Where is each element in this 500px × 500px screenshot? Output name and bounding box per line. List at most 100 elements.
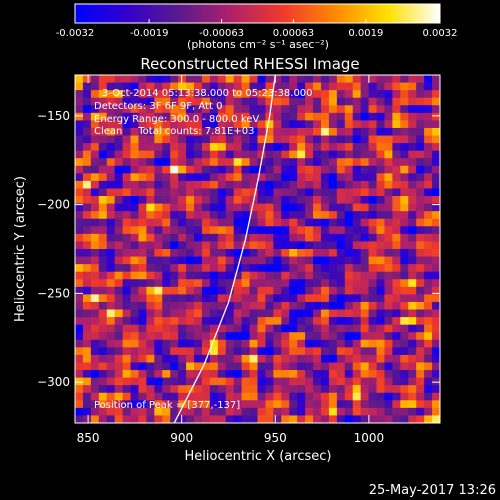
heatmap-cell xyxy=(297,135,306,144)
heatmap-cell xyxy=(241,158,251,167)
heatmap-cell xyxy=(305,362,314,371)
heatmap-cell xyxy=(138,211,147,220)
heatmap-cell xyxy=(217,82,227,91)
x-axis-label: Heliocentric X (arcsec) xyxy=(185,449,332,464)
heatmap-cell xyxy=(368,271,378,280)
heatmap-cell xyxy=(376,180,385,189)
heatmap-cell xyxy=(82,158,92,167)
heatmap-cell xyxy=(424,377,433,386)
heatmap-cell xyxy=(241,339,251,348)
heatmap-cell xyxy=(368,407,378,416)
heatmap-cell xyxy=(98,362,108,371)
heatmap-cell xyxy=(90,203,100,212)
heatmap-cell xyxy=(281,286,290,295)
heatmap-cell xyxy=(106,309,116,318)
heatmap-cell xyxy=(392,97,401,106)
heatmap-cell xyxy=(249,301,258,311)
heatmap-cell xyxy=(257,150,266,159)
heatmap-cell xyxy=(257,377,266,386)
heatmap-cell xyxy=(400,211,409,220)
heatmap-cell xyxy=(376,354,385,363)
annotation-time-range: 3-Oct-2014 05:13:38.000 to 05:23:38.000 xyxy=(102,88,313,99)
heatmap-cell xyxy=(400,203,409,212)
heatmap-cell xyxy=(217,150,227,159)
heatmap-cell xyxy=(336,127,346,137)
heatmap-cell xyxy=(241,286,251,295)
heatmap-cell xyxy=(106,385,116,394)
heatmap-cell xyxy=(170,324,179,333)
heatmap-cell xyxy=(122,203,132,212)
heatmap-cell xyxy=(376,135,385,144)
heatmap-cell xyxy=(122,309,132,318)
heatmap-cell xyxy=(194,415,203,423)
heatmap-cell xyxy=(241,385,251,394)
heatmap-cell xyxy=(217,105,227,114)
heatmap-cell xyxy=(217,347,227,356)
heatmap-cell xyxy=(384,90,393,99)
heatmap-cell xyxy=(265,392,274,401)
heatmap-cell xyxy=(320,354,330,363)
heatmap-cell xyxy=(209,112,219,121)
heatmap-cell xyxy=(162,226,171,235)
annotation-block: 3-Oct-2014 05:13:38.000 to 05:23:38.000 … xyxy=(94,88,313,137)
heatmap-cell xyxy=(313,165,322,174)
heatmap-cell xyxy=(289,324,298,333)
heatmap-cell xyxy=(336,211,346,220)
heatmap-cell xyxy=(416,332,425,341)
heatmap-cell xyxy=(122,158,132,167)
x-tick-label: 900 xyxy=(170,431,193,445)
heatmap-cell xyxy=(313,188,322,197)
heatmap-cell xyxy=(416,112,425,121)
heatmap-cell xyxy=(328,135,338,144)
heatmap-cell xyxy=(416,150,425,159)
heatmap-cell xyxy=(75,188,84,197)
heatmap-cell xyxy=(201,271,211,280)
heatmap-cell xyxy=(98,332,108,341)
heatmap-cell xyxy=(416,415,425,423)
heatmap-cell xyxy=(106,203,116,212)
heatmap-cell xyxy=(209,90,219,99)
heatmap-cell xyxy=(217,317,227,326)
heatmap-cell xyxy=(194,317,203,326)
heatmap-cell xyxy=(90,392,100,401)
heatmap-cell xyxy=(209,415,219,423)
heatmap-cell xyxy=(233,392,243,401)
heatmap-cell xyxy=(416,347,425,356)
heatmap-cell xyxy=(368,97,378,106)
heatmap-cell xyxy=(194,332,203,341)
heatmap-cell xyxy=(249,112,258,121)
heatmap-cell xyxy=(82,127,92,137)
heatmap-cell xyxy=(154,241,163,250)
heatmap-cell xyxy=(360,354,370,363)
heatmap-cell xyxy=(328,400,338,409)
heatmap-cell xyxy=(336,370,346,379)
heatmap-cell xyxy=(98,301,108,311)
heatmap-cell xyxy=(106,150,116,159)
heatmap-cell xyxy=(178,127,187,137)
heatmap-cell xyxy=(376,226,385,235)
heatmap-cell xyxy=(376,196,385,205)
heatmap-cell xyxy=(186,370,195,379)
heatmap-cell xyxy=(170,264,179,273)
heatmap-cell xyxy=(225,158,235,167)
heatmap-cell xyxy=(130,82,139,91)
heatmap-cell xyxy=(328,407,338,416)
heatmap-cell xyxy=(384,256,393,265)
heatmap-cell xyxy=(122,400,132,409)
heatmap-cell xyxy=(162,407,171,416)
heatmap-cell xyxy=(98,105,108,114)
heatmap-cell xyxy=(98,90,108,99)
heatmap-cell xyxy=(194,301,203,311)
heatmap-cell xyxy=(194,392,203,401)
heatmap-cell xyxy=(336,226,346,235)
heatmap-cell xyxy=(114,188,124,197)
heatmap-cell xyxy=(257,241,266,250)
heatmap-cell xyxy=(75,173,84,182)
heatmap-cell xyxy=(305,105,314,114)
heatmap-cell xyxy=(265,294,274,303)
heatmap-cell xyxy=(273,82,282,91)
heatmap-cell xyxy=(281,279,290,288)
heatmap-cell xyxy=(106,249,116,258)
heatmap-cell xyxy=(106,226,116,235)
heatmap-cell xyxy=(217,158,227,167)
